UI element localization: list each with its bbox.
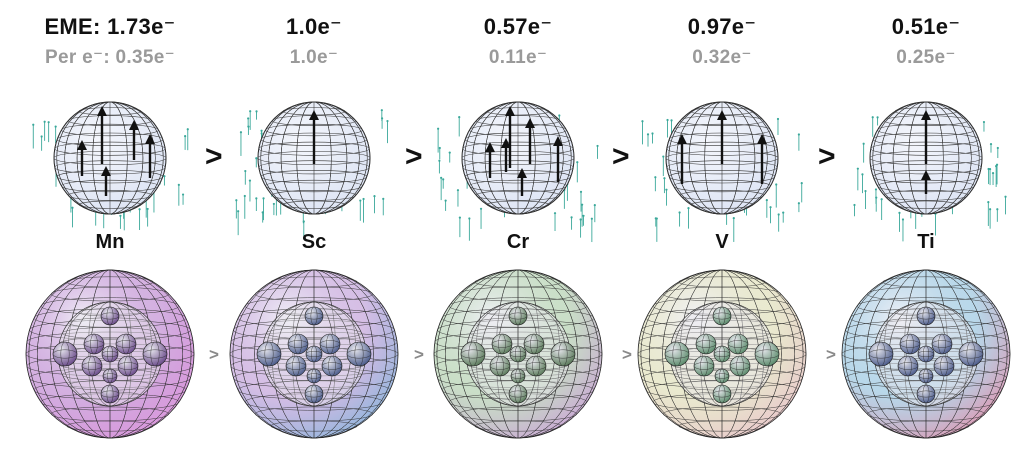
per-electron-value: 0.32e⁻ [692,47,752,68]
orbital-spheres [52,306,168,404]
greater-than-small-separator: > [826,345,836,364]
element-column-v: 0.97e⁻ 0.32e⁻ V [622,0,822,449]
per-electron-value: 0.11e⁻ [488,47,548,68]
eme-value: 0.57e⁻ [483,14,553,39]
wire-sphere [461,101,575,215]
per-electron-value: Per e⁻: 0.35e⁻ [45,47,175,68]
spin-sphere [235,101,389,239]
eme-value: 0.51e⁻ [891,14,961,39]
orbital-spheres [868,306,984,404]
spin-arrows [485,106,563,196]
atom-model [229,269,399,439]
atom-model [25,269,195,439]
atom-model [841,269,1011,439]
element-label: V [715,231,729,253]
spin-sphere [641,101,803,242]
element-column-sc: 1.0e⁻ 1.0e⁻ Sc [214,0,414,449]
spin-arrows [309,110,319,164]
spin-arrows [921,110,931,194]
eme-value: 0.97e⁻ [687,14,757,39]
element-column-ti: 0.51e⁻ 0.25e⁻ Ti [826,0,1024,449]
atom-model [637,269,807,439]
greater-than-separator: > [205,140,223,173]
eme-value: 1.0e⁻ [286,14,342,39]
element-column-mn: EME: 1.73e⁻ Per e⁻: 0.35e⁻ Mn [10,0,210,449]
spin-arrows [77,106,155,196]
element-label: Sc [301,231,327,253]
orbital-spheres [256,306,372,404]
spin-sphere [437,101,599,243]
greater-than-separator: > [818,140,836,173]
spin-arrows [677,110,767,184]
greater-than-small-separator: > [209,345,219,364]
element-label: Cr [506,231,530,253]
eme-value: EME: 1.73e⁻ [44,14,176,39]
orbital-spheres [664,306,780,404]
element-label: Ti [917,231,935,253]
greater-than-small-separator: > [414,345,424,364]
element-column-cr: 0.57e⁻ 0.11e⁻ Cr [418,0,618,449]
greater-than-small-separator: > [622,345,632,364]
spin-sphere [32,101,189,231]
greater-than-separator: > [405,140,423,173]
atom-model [433,269,603,439]
per-electron-value: 0.25e⁻ [896,47,956,68]
per-electron-value: 1.0e⁻ [289,47,339,68]
orbital-spheres [460,306,576,404]
greater-than-separator: > [612,140,630,173]
spin-sphere [853,101,1007,242]
element-label: Mn [95,231,125,253]
